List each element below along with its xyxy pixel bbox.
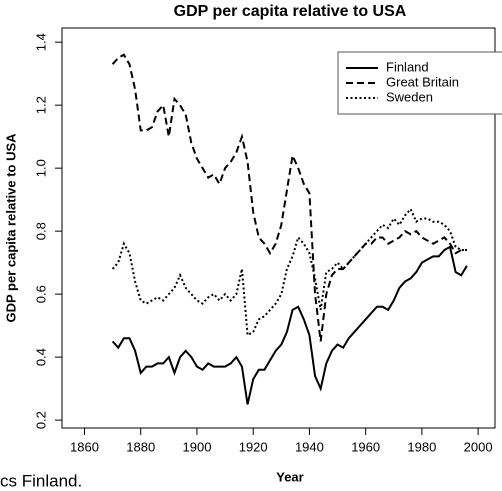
legend-label: Finland: [386, 59, 429, 74]
x-tick-label: 1980: [407, 439, 436, 454]
series-line: [111, 207, 467, 337]
y-tick-label: 0.6: [33, 285, 48, 303]
series-line: [111, 53, 467, 342]
chart-title: GDP per capita relative to USA: [174, 3, 407, 20]
caption: cs Finland.: [0, 471, 82, 490]
x-tick-label: 1880: [126, 439, 155, 454]
x-axis-label: Year: [276, 469, 303, 484]
y-tick-label: 0.8: [33, 222, 48, 240]
series-line: [111, 245, 468, 405]
y-tick-label: 0.4: [33, 348, 48, 366]
y-tick-label: 0.2: [33, 411, 48, 429]
y-tick-label: 1.2: [33, 96, 48, 114]
legend-label: Great Britain: [386, 74, 459, 89]
legend-frame: [337, 51, 502, 115]
x-tick-label: 1960: [351, 439, 380, 454]
x-tick-label: 1900: [183, 439, 212, 454]
legend-label: Sweden: [386, 89, 433, 104]
x-tick-label: 1860: [70, 439, 99, 454]
x-tick-label: 1920: [239, 439, 268, 454]
y-tick-label: 1.4: [33, 33, 48, 51]
y-axis-label: GDP per capita relative to USA: [3, 133, 18, 323]
y-tick-label: 1.0: [33, 159, 48, 177]
x-tick-label: 1940: [295, 439, 324, 454]
x-tick-label: 2000: [464, 439, 493, 454]
